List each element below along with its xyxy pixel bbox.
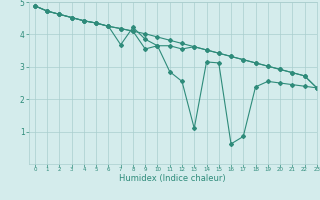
- X-axis label: Humidex (Indice chaleur): Humidex (Indice chaleur): [119, 174, 226, 183]
